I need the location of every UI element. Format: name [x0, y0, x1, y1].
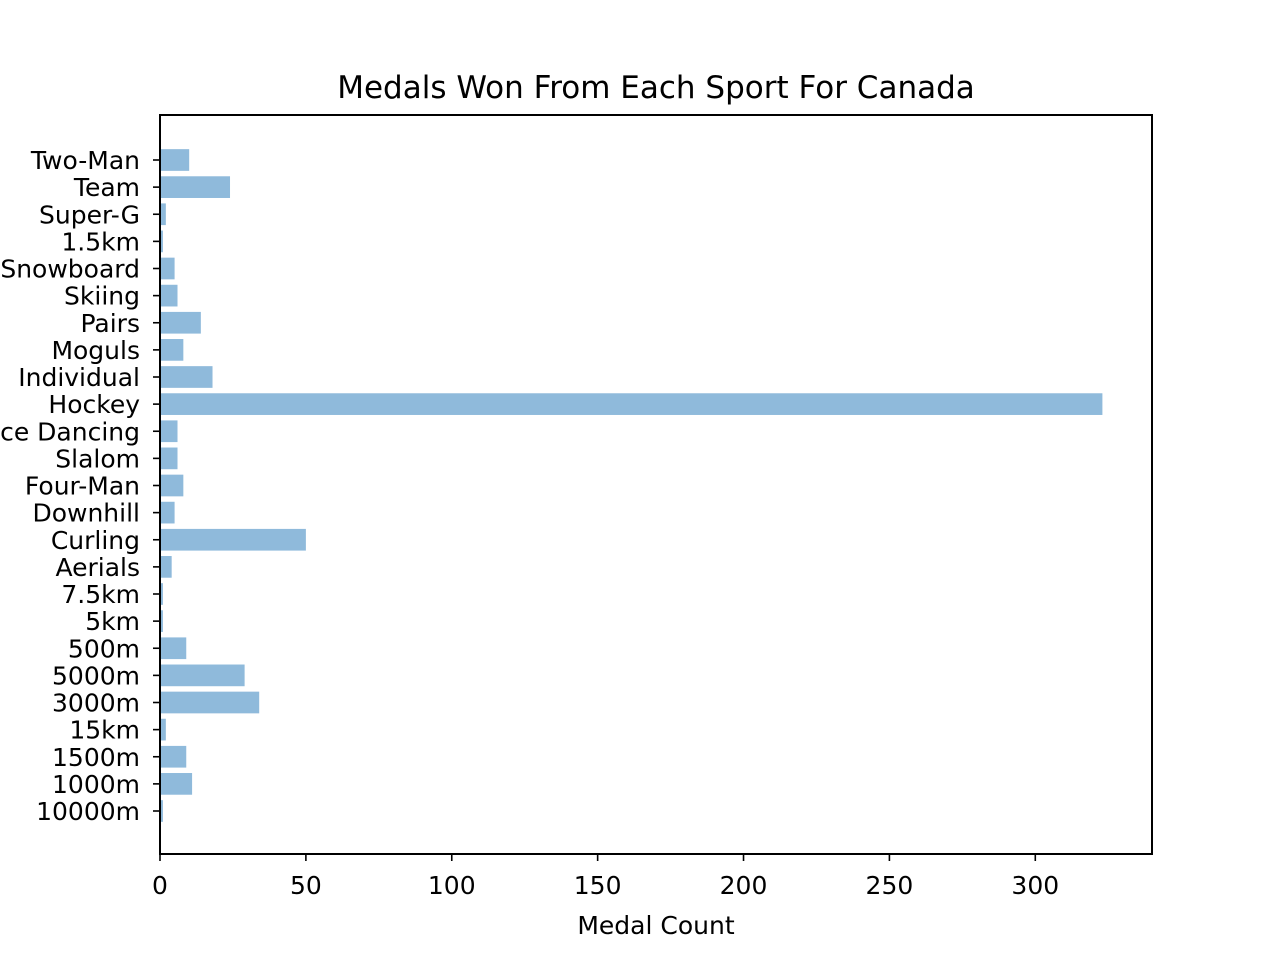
y-tick-label-pairs: Pairs	[80, 309, 140, 338]
bar-hockey	[160, 393, 1103, 415]
bar-15km	[160, 718, 166, 741]
y-axis: 10000m1000m1500m15km3000m5000m500m5km7.5…	[0, 146, 160, 826]
y-tick-label-1-5km: 1.5km	[61, 227, 140, 256]
y-tick-label-super-g: Super-G	[39, 200, 140, 229]
y-tick-label-individual: Individual	[18, 363, 140, 392]
y-tick-label-aerials: Aerials	[55, 553, 140, 582]
plot-frame	[159, 114, 1153, 855]
bar-500m	[160, 637, 187, 660]
bar-pairs	[160, 311, 201, 334]
bar-team	[160, 176, 231, 198]
bar-10000m	[160, 800, 163, 822]
y-tick-label-skiing: Skiing	[64, 282, 140, 311]
y-tick-label-curling: Curling	[51, 526, 140, 555]
x-tick-label-300: 300	[1011, 871, 1059, 900]
bar-1500m	[160, 745, 187, 768]
bar-1-5km	[160, 230, 163, 253]
chart-title: Medals Won From Each Sport For Canada	[337, 70, 975, 106]
bar-5km	[160, 610, 163, 632]
x-tick-label-250: 250	[866, 871, 914, 900]
x-tick-label-200: 200	[720, 871, 768, 900]
y-tick-label-moguls: Moguls	[51, 336, 140, 365]
bar-5000m	[160, 664, 245, 687]
bar-four-man	[160, 474, 184, 497]
y-tick-label-5000m: 5000m	[52, 661, 140, 690]
bar-7-5km	[160, 583, 163, 605]
y-tick-label-ice-dancing: Ice Dancing	[0, 417, 140, 446]
bar-super-g	[160, 203, 166, 226]
y-tick-label-four-man: Four-Man	[25, 472, 140, 501]
bar-skiing	[160, 284, 178, 307]
y-tick-label-snowboard: Snowboard	[0, 255, 140, 284]
y-tick-label-15km: 15km	[69, 716, 140, 745]
bar-two-man	[160, 149, 190, 171]
bar-aerials	[160, 556, 172, 578]
bar-3000m	[160, 691, 260, 714]
y-tick-label-two-man: Two-Man	[30, 146, 140, 175]
y-tick-label-10000m: 10000m	[36, 797, 140, 826]
bar-moguls	[160, 339, 184, 361]
y-tick-label-slalom: Slalom	[55, 444, 140, 473]
y-tick-label-1000m: 1000m	[52, 770, 140, 799]
bar-ice-dancing	[160, 420, 178, 443]
x-tick-label-150: 150	[574, 871, 622, 900]
bar-curling	[160, 528, 306, 551]
bar-snowboard	[160, 257, 175, 280]
bar-slalom	[160, 447, 178, 470]
x-axis: 0 50 100 150 200 250 300	[152, 854, 1059, 900]
y-tick-label-500m: 500m	[68, 634, 140, 663]
x-tick-label-100: 100	[428, 871, 476, 900]
y-tick-label-7-5km: 7.5km	[61, 580, 140, 609]
y-tick-label-1500m: 1500m	[52, 743, 140, 772]
y-tick-label-5km: 5km	[85, 607, 140, 636]
x-axis-label: Medal Count	[577, 911, 734, 940]
bars-group	[160, 149, 1103, 822]
bar-downhill	[160, 501, 175, 524]
x-tick-label-50: 50	[290, 871, 322, 900]
y-tick-label-hockey: Hockey	[48, 390, 140, 419]
bar-1000m	[160, 773, 193, 795]
bar-individual	[160, 366, 213, 388]
x-tick-label-0: 0	[152, 871, 168, 900]
y-tick-label-3000m: 3000m	[52, 689, 140, 718]
y-tick-label-team: Team	[73, 173, 140, 202]
y-tick-label-downhill: Downhill	[32, 499, 140, 528]
